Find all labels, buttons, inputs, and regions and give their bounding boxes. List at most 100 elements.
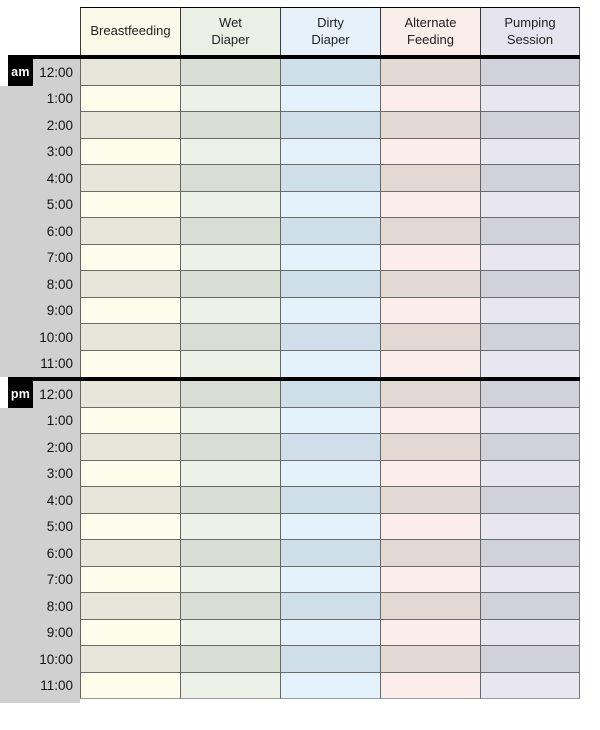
log-cell-alternate-feeding[interactable] bbox=[380, 460, 480, 487]
log-cell-dirty-diaper[interactable] bbox=[280, 407, 380, 434]
log-cell-breastfeeding[interactable] bbox=[80, 540, 180, 567]
log-cell-wet-diaper[interactable] bbox=[180, 85, 280, 112]
log-cell-wet-diaper[interactable] bbox=[180, 619, 280, 646]
log-cell-dirty-diaper[interactable] bbox=[280, 513, 380, 540]
log-cell-breastfeeding[interactable] bbox=[80, 297, 180, 324]
log-cell-pumping-session[interactable] bbox=[480, 593, 580, 620]
log-cell-dirty-diaper[interactable] bbox=[280, 218, 380, 245]
log-cell-wet-diaper[interactable] bbox=[180, 297, 280, 324]
log-cell-pumping-session[interactable] bbox=[480, 191, 580, 218]
log-cell-breastfeeding[interactable] bbox=[80, 566, 180, 593]
log-cell-dirty-diaper[interactable] bbox=[280, 112, 380, 139]
log-cell-wet-diaper[interactable] bbox=[180, 271, 280, 298]
log-cell-pumping-session[interactable] bbox=[480, 672, 580, 699]
log-cell-pumping-session[interactable] bbox=[480, 271, 580, 298]
log-cell-breastfeeding[interactable] bbox=[80, 672, 180, 699]
log-cell-alternate-feeding[interactable] bbox=[380, 566, 480, 593]
log-cell-dirty-diaper[interactable] bbox=[280, 85, 380, 112]
log-cell-pumping-session[interactable] bbox=[480, 566, 580, 593]
log-cell-wet-diaper[interactable] bbox=[180, 540, 280, 567]
log-cell-pumping-session[interactable] bbox=[480, 324, 580, 351]
log-cell-breastfeeding[interactable] bbox=[80, 59, 180, 86]
log-cell-dirty-diaper[interactable] bbox=[280, 593, 380, 620]
log-cell-wet-diaper[interactable] bbox=[180, 138, 280, 165]
log-cell-wet-diaper[interactable] bbox=[180, 513, 280, 540]
log-cell-breastfeeding[interactable] bbox=[80, 487, 180, 514]
log-cell-wet-diaper[interactable] bbox=[180, 350, 280, 377]
log-cell-pumping-session[interactable] bbox=[480, 350, 580, 377]
log-cell-breastfeeding[interactable] bbox=[80, 460, 180, 487]
log-cell-wet-diaper[interactable] bbox=[180, 487, 280, 514]
log-cell-alternate-feeding[interactable] bbox=[380, 540, 480, 567]
log-cell-alternate-feeding[interactable] bbox=[380, 165, 480, 192]
log-cell-breastfeeding[interactable] bbox=[80, 350, 180, 377]
log-cell-wet-diaper[interactable] bbox=[180, 324, 280, 351]
log-cell-wet-diaper[interactable] bbox=[180, 407, 280, 434]
log-cell-pumping-session[interactable] bbox=[480, 218, 580, 245]
log-cell-breastfeeding[interactable] bbox=[80, 407, 180, 434]
log-cell-dirty-diaper[interactable] bbox=[280, 540, 380, 567]
log-cell-wet-diaper[interactable] bbox=[180, 566, 280, 593]
log-cell-dirty-diaper[interactable] bbox=[280, 165, 380, 192]
log-cell-breastfeeding[interactable] bbox=[80, 138, 180, 165]
log-cell-wet-diaper[interactable] bbox=[180, 244, 280, 271]
log-cell-dirty-diaper[interactable] bbox=[280, 244, 380, 271]
log-cell-breastfeeding[interactable] bbox=[80, 218, 180, 245]
log-cell-alternate-feeding[interactable] bbox=[380, 85, 480, 112]
log-cell-pumping-session[interactable] bbox=[480, 138, 580, 165]
log-cell-dirty-diaper[interactable] bbox=[280, 487, 380, 514]
log-cell-pumping-session[interactable] bbox=[480, 513, 580, 540]
log-cell-alternate-feeding[interactable] bbox=[380, 244, 480, 271]
log-cell-alternate-feeding[interactable] bbox=[380, 59, 480, 86]
log-cell-breastfeeding[interactable] bbox=[80, 112, 180, 139]
log-cell-alternate-feeding[interactable] bbox=[380, 672, 480, 699]
log-cell-dirty-diaper[interactable] bbox=[280, 672, 380, 699]
log-cell-wet-diaper[interactable] bbox=[180, 165, 280, 192]
log-cell-dirty-diaper[interactable] bbox=[280, 191, 380, 218]
log-cell-pumping-session[interactable] bbox=[480, 85, 580, 112]
log-cell-pumping-session[interactable] bbox=[480, 407, 580, 434]
log-cell-pumping-session[interactable] bbox=[480, 112, 580, 139]
log-cell-breastfeeding[interactable] bbox=[80, 165, 180, 192]
log-cell-wet-diaper[interactable] bbox=[180, 593, 280, 620]
log-cell-alternate-feeding[interactable] bbox=[380, 487, 480, 514]
log-cell-wet-diaper[interactable] bbox=[180, 59, 280, 86]
log-cell-dirty-diaper[interactable] bbox=[280, 297, 380, 324]
log-cell-breastfeeding[interactable] bbox=[80, 619, 180, 646]
log-cell-breastfeeding[interactable] bbox=[80, 324, 180, 351]
log-cell-pumping-session[interactable] bbox=[480, 297, 580, 324]
log-cell-wet-diaper[interactable] bbox=[180, 460, 280, 487]
log-cell-breastfeeding[interactable] bbox=[80, 85, 180, 112]
log-cell-pumping-session[interactable] bbox=[480, 460, 580, 487]
log-cell-dirty-diaper[interactable] bbox=[280, 59, 380, 86]
log-cell-wet-diaper[interactable] bbox=[180, 191, 280, 218]
log-cell-dirty-diaper[interactable] bbox=[280, 619, 380, 646]
log-cell-dirty-diaper[interactable] bbox=[280, 324, 380, 351]
log-cell-alternate-feeding[interactable] bbox=[380, 407, 480, 434]
log-cell-alternate-feeding[interactable] bbox=[380, 271, 480, 298]
log-cell-breastfeeding[interactable] bbox=[80, 593, 180, 620]
log-cell-alternate-feeding[interactable] bbox=[380, 297, 480, 324]
log-cell-dirty-diaper[interactable] bbox=[280, 381, 380, 408]
log-cell-alternate-feeding[interactable] bbox=[380, 191, 480, 218]
log-cell-breastfeeding[interactable] bbox=[80, 191, 180, 218]
log-cell-alternate-feeding[interactable] bbox=[380, 218, 480, 245]
log-cell-wet-diaper[interactable] bbox=[180, 672, 280, 699]
log-cell-alternate-feeding[interactable] bbox=[380, 434, 480, 461]
log-cell-pumping-session[interactable] bbox=[480, 244, 580, 271]
log-cell-alternate-feeding[interactable] bbox=[380, 112, 480, 139]
log-cell-breastfeeding[interactable] bbox=[80, 646, 180, 673]
log-cell-wet-diaper[interactable] bbox=[180, 434, 280, 461]
log-cell-wet-diaper[interactable] bbox=[180, 218, 280, 245]
log-cell-alternate-feeding[interactable] bbox=[380, 513, 480, 540]
log-cell-breastfeeding[interactable] bbox=[80, 271, 180, 298]
log-cell-pumping-session[interactable] bbox=[480, 540, 580, 567]
log-cell-breastfeeding[interactable] bbox=[80, 381, 180, 408]
log-cell-pumping-session[interactable] bbox=[480, 59, 580, 86]
log-cell-wet-diaper[interactable] bbox=[180, 646, 280, 673]
log-cell-wet-diaper[interactable] bbox=[180, 112, 280, 139]
log-cell-alternate-feeding[interactable] bbox=[380, 593, 480, 620]
log-cell-dirty-diaper[interactable] bbox=[280, 646, 380, 673]
log-cell-pumping-session[interactable] bbox=[480, 165, 580, 192]
log-cell-pumping-session[interactable] bbox=[480, 434, 580, 461]
